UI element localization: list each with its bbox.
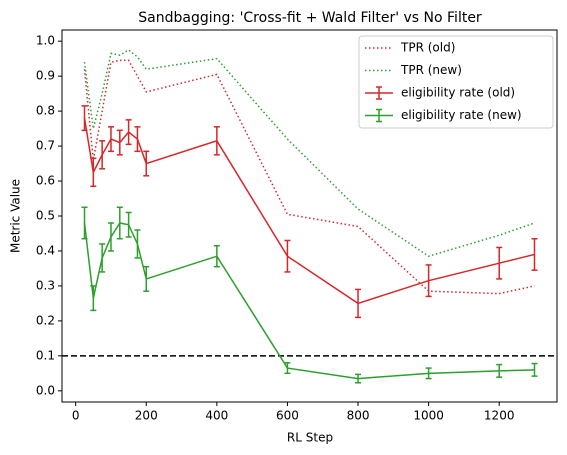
error-bar xyxy=(107,222,114,252)
error-bar xyxy=(355,288,362,319)
chart-title: Sandbagging: 'Cross-fit + Wald Filter' v… xyxy=(138,10,482,26)
legend-box xyxy=(358,35,554,129)
legend-label: TPR (new) xyxy=(400,63,462,77)
error-bar xyxy=(425,367,432,380)
error-bar xyxy=(355,373,362,384)
y-tick-label: 0.5 xyxy=(36,209,55,223)
legend-label: eligibility rate (old) xyxy=(401,86,515,100)
y-axis-label: Metric Value xyxy=(9,179,23,253)
error-bar xyxy=(81,105,88,132)
x-tick-label: 800 xyxy=(347,409,370,423)
error-bar xyxy=(213,126,220,156)
legend-swatch-cap xyxy=(376,108,382,123)
error-bar xyxy=(425,264,432,298)
x-tick-label: 200 xyxy=(135,409,158,423)
y-tick-label: 0.6 xyxy=(36,174,55,188)
x-tick-label: 1000 xyxy=(413,409,444,423)
error-bar xyxy=(125,119,132,146)
y-tick-label: 0.2 xyxy=(36,313,55,327)
y-tick-label: 0.0 xyxy=(36,383,55,397)
error-bar xyxy=(143,265,150,292)
x-axis-label: RL Step xyxy=(287,431,333,445)
y-tick-label: 1.0 xyxy=(36,34,55,48)
error-bar xyxy=(213,244,220,268)
x-tick-label: 400 xyxy=(205,409,228,423)
error-bar xyxy=(284,239,291,273)
error-bar xyxy=(99,140,106,170)
error-bar xyxy=(116,206,123,240)
error-bar xyxy=(531,237,538,271)
series-line xyxy=(83,59,535,295)
legend-label: eligibility rate (new) xyxy=(401,108,522,122)
error-bar xyxy=(90,285,97,312)
error-bar xyxy=(496,363,503,378)
y-tick-label: 0.3 xyxy=(36,278,55,292)
error-bar xyxy=(496,246,503,280)
x-tick-label: 600 xyxy=(276,409,299,423)
y-tick-label: 0.9 xyxy=(36,69,55,83)
error-bar xyxy=(116,129,123,156)
error-bar xyxy=(531,362,538,377)
legend-swatch-cap xyxy=(376,86,382,100)
error-bar xyxy=(143,150,150,177)
y-tick-label: 0.8 xyxy=(36,104,55,118)
error-bar xyxy=(107,126,114,153)
series-line xyxy=(83,117,535,305)
series-line xyxy=(83,222,535,380)
legend-label: TPR (old) xyxy=(400,41,455,55)
error-bar xyxy=(134,126,141,153)
error-bar xyxy=(90,157,97,188)
y-tick-label: 0.4 xyxy=(36,243,55,257)
error-bar xyxy=(125,211,132,238)
x-tick-label: 0 xyxy=(72,409,80,423)
x-tick-label: 1200 xyxy=(484,409,515,423)
y-tick-label: 0.7 xyxy=(36,139,55,153)
error-bar xyxy=(99,243,106,273)
error-bar xyxy=(134,229,141,259)
plot-frame xyxy=(61,29,558,403)
y-tick-label: 0.1 xyxy=(36,348,55,362)
error-bar xyxy=(284,362,291,375)
error-bar xyxy=(81,206,88,240)
